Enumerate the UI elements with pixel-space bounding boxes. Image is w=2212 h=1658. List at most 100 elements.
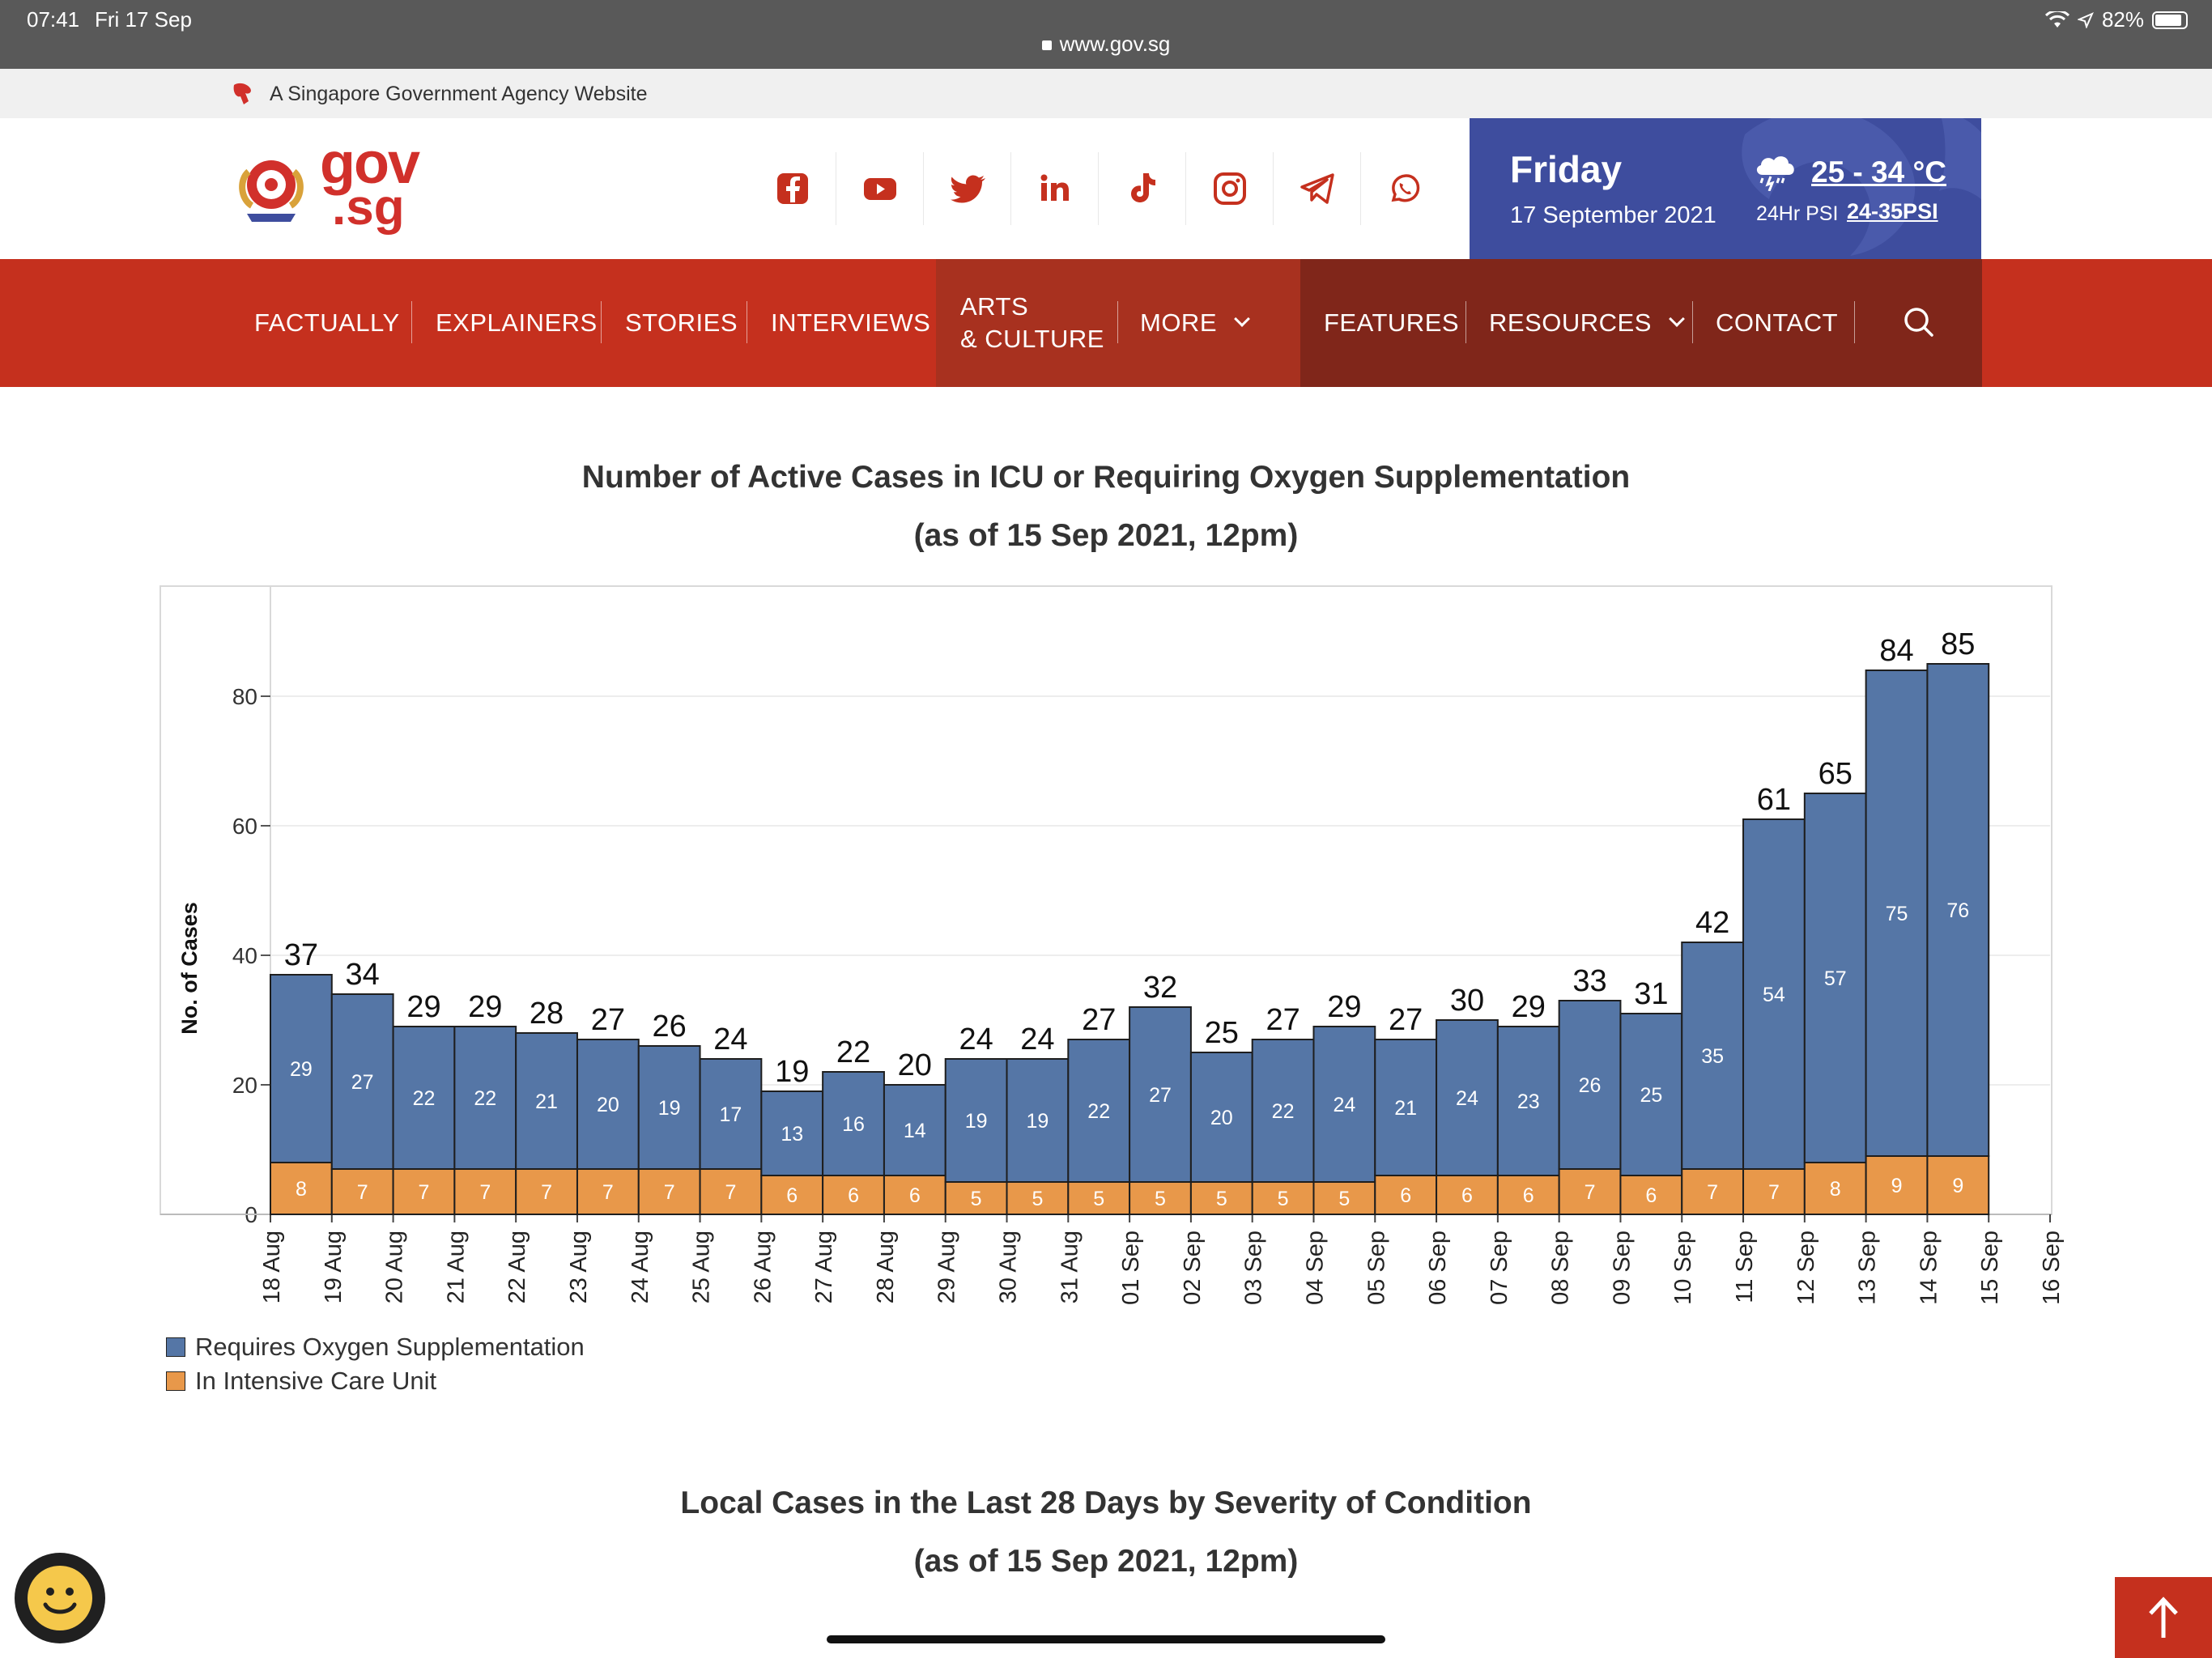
icu-value-label: 6	[786, 1184, 798, 1207]
weather-temperature[interactable]: 25 - 34 °C	[1811, 155, 1946, 189]
x-tick-label: 14 Sep	[1916, 1231, 1942, 1305]
bar-oxygen	[453, 1026, 517, 1170]
y-tick-label: 80	[232, 684, 257, 709]
legend-item-oxygen[interactable]: Requires Oxygen Supplementation	[166, 1330, 585, 1364]
status-time: 07:41	[27, 7, 80, 32]
icu-value-label: 9	[1891, 1175, 1903, 1197]
site-header: gov .sg Friday 17 S	[0, 118, 2212, 259]
linkedin-link[interactable]	[1011, 152, 1099, 225]
x-tick-label: 27 Aug	[811, 1231, 837, 1303]
bar-oxygen	[576, 1039, 640, 1170]
chart2-title: Local Cases in the Last 28 Days by Sever…	[680, 1486, 1532, 1520]
nav-contact[interactable]: CONTACT	[1716, 308, 1839, 337]
bar-oxygen	[1436, 1019, 1499, 1176]
facebook-link[interactable]	[749, 152, 836, 225]
legend-label-icu: In Intensive Care Unit	[195, 1367, 437, 1395]
total-value-label: 25	[1205, 1016, 1239, 1050]
nav-stories[interactable]: STORIES	[625, 308, 738, 337]
bar-icu	[1619, 1175, 1683, 1215]
smiley-face-icon	[28, 1566, 92, 1630]
nav-explainers[interactable]: EXPLAINERS	[436, 308, 598, 337]
icu-value-label: 7	[1585, 1181, 1596, 1204]
oxygen-value-label: 76	[1946, 899, 1969, 922]
linkedin-icon	[1040, 174, 1069, 201]
nav-features[interactable]: FEATURES	[1324, 308, 1460, 337]
x-tick-label: 01 Sep	[1118, 1231, 1144, 1305]
logo-gov-text[interactable]: gov	[320, 131, 420, 196]
oxygen-value-label: 17	[720, 1103, 742, 1126]
total-value-label: 32	[1143, 971, 1177, 1005]
youtube-link[interactable]	[836, 152, 924, 225]
bar-oxygen	[1619, 1013, 1683, 1176]
x-tick-label: 15 Sep	[1977, 1231, 2003, 1305]
oxygen-value-label: 25	[1640, 1084, 1662, 1107]
weather-psi-value[interactable]: 24-35PSI	[1847, 199, 1938, 223]
logo-sg-text[interactable]: .sg	[332, 180, 405, 236]
bar-oxygen	[1374, 1039, 1438, 1176]
nav-more[interactable]: MORE	[1140, 259, 1250, 387]
whatsapp-link[interactable]	[1361, 152, 1448, 225]
y-tick-label: 60	[232, 814, 257, 839]
x-tick-label: 28 Aug	[873, 1231, 899, 1303]
x-tick-label: 09 Sep	[1609, 1231, 1635, 1305]
x-tick-label: 12 Sep	[1793, 1231, 1819, 1305]
chart-subtitle: (as of 15 Sep 2021, 12pm)	[913, 518, 1299, 553]
back-to-top-button[interactable]	[2115, 1577, 2212, 1658]
total-value-label: 29	[1327, 990, 1361, 1024]
twitter-link[interactable]	[924, 152, 1011, 225]
oxygen-value-label: 26	[1579, 1074, 1602, 1097]
legend-item-icu[interactable]: In Intensive Care Unit	[166, 1364, 585, 1398]
x-tick-label: 03 Sep	[1241, 1231, 1267, 1305]
total-value-label: 29	[468, 990, 502, 1024]
status-date: Fri 17 Sep	[95, 7, 192, 32]
bar-oxygen	[1865, 670, 1929, 1157]
weather-date: 17 September 2021	[1510, 202, 1716, 228]
address-bar[interactable]: www.gov.sg	[0, 32, 2212, 57]
total-value-label: 42	[1695, 906, 1729, 940]
tiktok-icon	[1130, 173, 1155, 202]
nav-factually[interactable]: FACTUALLY	[254, 308, 400, 337]
legend-swatch-oxygen	[166, 1337, 185, 1357]
bar-oxygen	[1681, 942, 1745, 1170]
oxygen-value-label: 29	[290, 1058, 313, 1081]
x-tick-label: 29 Aug	[934, 1231, 960, 1303]
instagram-link[interactable]	[1186, 152, 1274, 225]
oxygen-value-label: 75	[1886, 903, 1908, 925]
total-value-label: 19	[775, 1055, 809, 1089]
icu-value-label: 6	[1645, 1184, 1657, 1207]
oxygen-value-label: 24	[1333, 1094, 1355, 1116]
chevron-down-icon	[1668, 311, 1685, 327]
x-tick-label: 16 Sep	[2039, 1231, 2065, 1305]
weather-widget[interactable]: Friday 17 September 2021 25 - 34 °C 24Hr…	[1470, 118, 1981, 259]
instagram-icon	[1213, 172, 1246, 205]
nav-resources[interactable]: RESOURCES	[1489, 259, 1685, 387]
oxygen-value-label: 27	[1149, 1084, 1172, 1107]
telegram-link[interactable]	[1274, 152, 1361, 225]
search-icon[interactable]	[1903, 306, 1935, 338]
icu-value-label: 7	[541, 1181, 552, 1204]
oxygen-value-label: 20	[1210, 1107, 1233, 1129]
oxygen-value-label: 16	[842, 1113, 865, 1136]
feedback-button[interactable]	[15, 1553, 105, 1643]
nav-interviews[interactable]: INTERVIEWS	[771, 308, 931, 337]
oxygen-value-label: 22	[474, 1087, 496, 1110]
bar-oxygen	[1312, 1026, 1376, 1183]
x-tick-label: 07 Sep	[1487, 1231, 1512, 1305]
bar-oxygen	[1558, 1000, 1622, 1170]
oxygen-value-label: 57	[1824, 967, 1847, 990]
total-value-label: 24	[1020, 1022, 1054, 1056]
oxygen-value-label: 22	[1087, 1100, 1110, 1123]
nav-arts-culture[interactable]: ARTS & CULTURE	[960, 259, 1104, 387]
bar-icu	[760, 1175, 824, 1215]
nav-more-label: MORE	[1140, 308, 1217, 337]
bar-oxygen	[699, 1058, 763, 1170]
x-tick-label: 25 Aug	[689, 1231, 715, 1303]
total-value-label: 27	[591, 1003, 625, 1037]
oxygen-value-label: 21	[1394, 1097, 1417, 1120]
tiktok-link[interactable]	[1099, 152, 1186, 225]
y-axis-label: No. of Cases	[177, 902, 202, 1035]
bar-oxygen	[330, 993, 394, 1170]
bar-oxygen	[270, 974, 333, 1163]
wifi-icon	[2044, 11, 2069, 28]
